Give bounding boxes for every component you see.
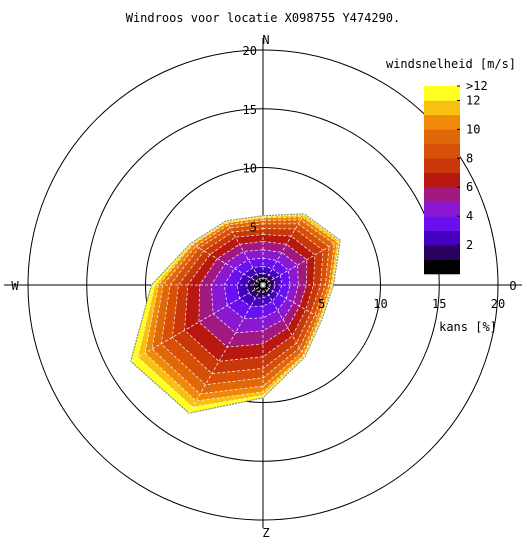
tick-label-east-15: 15	[432, 297, 446, 311]
tick-label-east-5: 5	[318, 297, 325, 311]
colorbar-segment-1	[424, 259, 460, 275]
direction-spoke-120	[262, 284, 323, 320]
compass-west-label: W	[11, 279, 19, 293]
colorbar-segment-5	[424, 201, 460, 217]
compass-north-label: N	[262, 33, 269, 47]
colorbar-title: windsnelheid [m/s]	[386, 57, 516, 71]
colorbar-label-0: >12	[466, 79, 488, 93]
direction-spokes	[130, 213, 341, 414]
direction-spoke-240	[130, 284, 264, 362]
colorbar-segment-13	[424, 86, 460, 101]
colorbar-segment-4	[424, 216, 460, 231]
colorbar-label-3: 8	[466, 151, 473, 165]
colorbar-label-4: 6	[466, 180, 473, 194]
colorbar-segment-11	[424, 114, 460, 130]
direction-spoke-30	[262, 213, 305, 286]
chart-title: Windroos voor locatie X098755 Y474290.	[126, 11, 401, 25]
direction-spoke-300	[190, 242, 264, 286]
direction-spoke-150	[262, 284, 306, 358]
tick-label-east-20: 20	[491, 297, 505, 311]
direction-spoke-330	[225, 220, 264, 286]
tick-label-north-20: 20	[243, 44, 257, 58]
colorbar-segment-2	[424, 245, 460, 260]
colorbar-segment-8	[424, 158, 460, 174]
colorbar-segment-9	[424, 143, 460, 159]
colorbar-segment-10	[424, 129, 460, 145]
colorbar-segment-7	[424, 172, 460, 188]
colorbar-label-2: 10	[466, 122, 480, 136]
colorbar-segment-3	[424, 230, 460, 246]
compass-east-label: O	[509, 279, 516, 293]
tick-label-north-5: 5	[250, 220, 257, 234]
colorbar-segment-12	[424, 100, 460, 116]
colorbar-label-1: 12	[466, 94, 480, 108]
radial-axis-label: kans [%]	[439, 320, 497, 334]
tick-label-north-10: 10	[243, 162, 257, 176]
colorbar-label-6: 2	[466, 238, 473, 252]
radial-tick-labels-horizontal: 5 10 15 20	[318, 297, 505, 311]
colorbar-segment-6	[424, 187, 460, 202]
radial-tick-labels-vertical: 5 10 15 20	[243, 44, 257, 234]
tick-label-east-10: 10	[373, 297, 387, 311]
tick-label-north-15: 15	[243, 103, 257, 117]
compass-south-label: Z	[262, 526, 269, 539]
colorbar	[424, 86, 460, 275]
wind-speed-contours	[130, 213, 341, 414]
colorbar-label-5: 4	[466, 209, 473, 223]
